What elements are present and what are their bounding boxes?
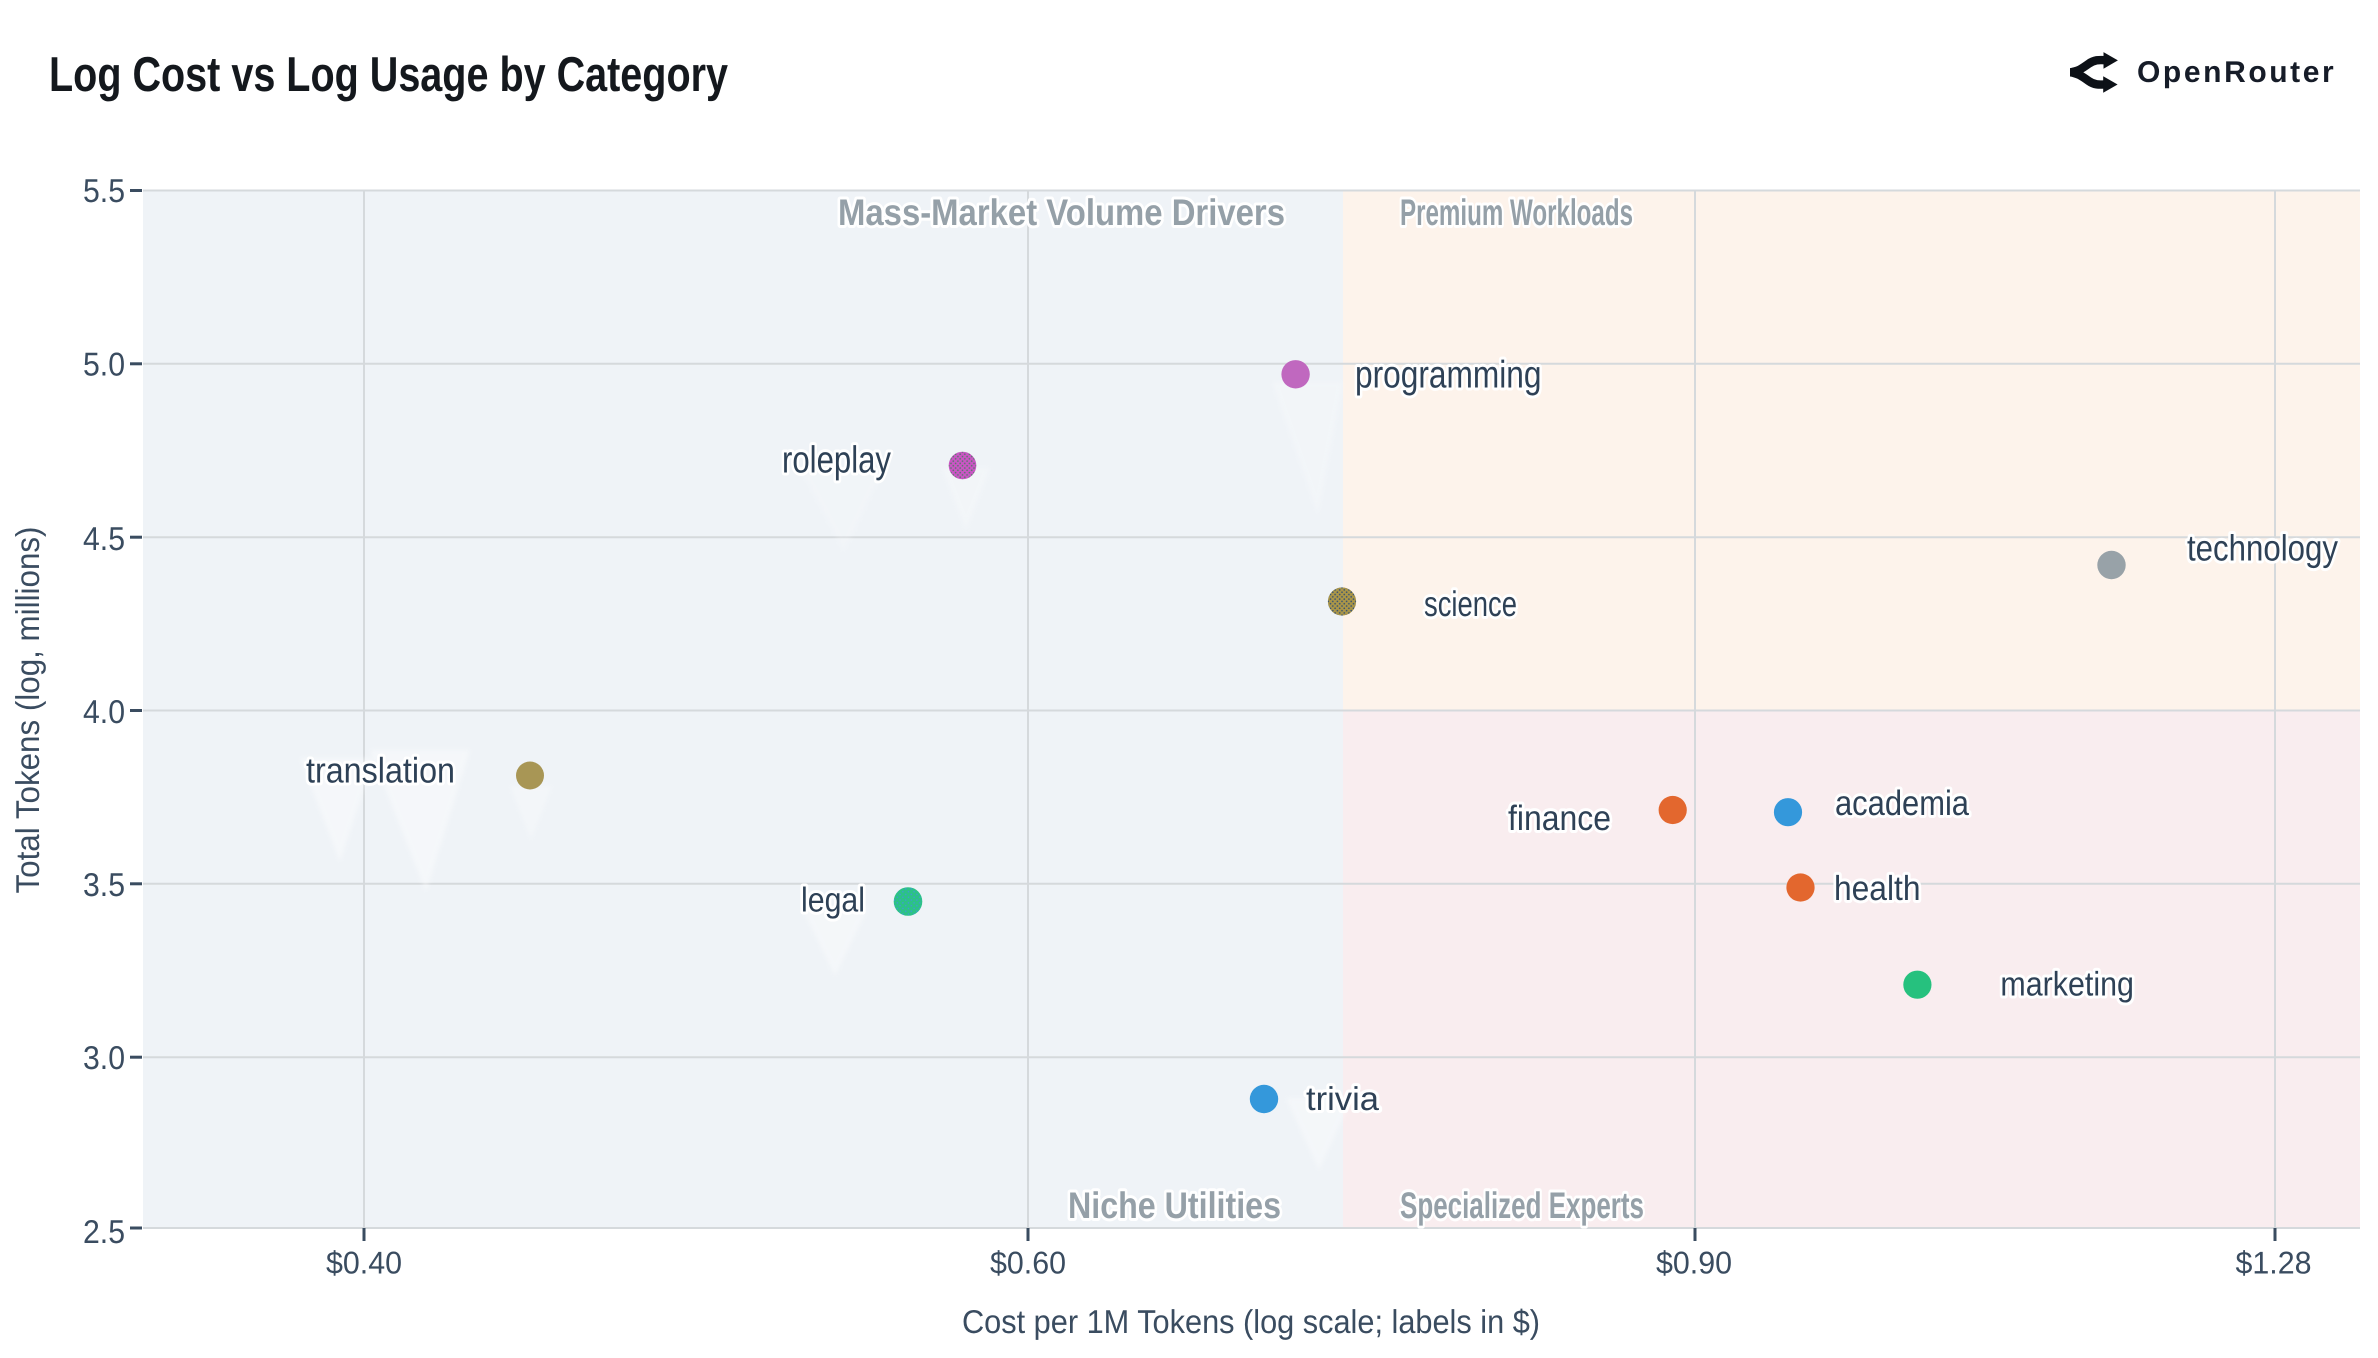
svg-text:health: health: [1834, 870, 1921, 908]
svg-text:technology: technology: [2187, 528, 2339, 569]
svg-text:5.0: 5.0: [83, 346, 125, 383]
svg-text:Total Tokens (log, millions): Total Tokens (log, millions): [9, 527, 46, 894]
svg-text:trivia: trivia: [1306, 1080, 1380, 1117]
svg-text:$0.90: $0.90: [1656, 1245, 1732, 1281]
svg-text:science: science: [1424, 584, 1517, 624]
svg-text:$0.60: $0.60: [990, 1245, 1066, 1281]
svg-text:Log Cost vs Log Usage by Categ: Log Cost vs Log Usage by Category: [49, 48, 728, 102]
svg-text:3.0: 3.0: [83, 1039, 125, 1076]
svg-text:legal: legal: [801, 882, 865, 920]
svg-text:translation: translation: [306, 751, 455, 791]
svg-text:roleplay: roleplay: [782, 440, 891, 482]
svg-text:5.5: 5.5: [83, 172, 125, 209]
svg-text:Premium Workloads: Premium Workloads: [1400, 192, 1633, 233]
svg-text:Mass-Market Volume Drivers: Mass-Market Volume Drivers: [838, 192, 1285, 233]
svg-text:programming: programming: [1355, 353, 1542, 396]
svg-text:Cost per 1M Tokens (log scale;: Cost per 1M Tokens (log scale; labels in…: [962, 1303, 1540, 1340]
svg-text:OpenRouter: OpenRouter: [2137, 56, 2336, 89]
svg-text:Specialized Experts: Specialized Experts: [1400, 1185, 1644, 1226]
svg-text:$1.28: $1.28: [2236, 1245, 2312, 1281]
svg-text:marketing: marketing: [2000, 966, 2133, 1004]
svg-text:3.5: 3.5: [83, 866, 125, 903]
svg-text:4.0: 4.0: [83, 693, 125, 730]
svg-text:2.5: 2.5: [83, 1213, 125, 1250]
svg-text:Niche Utilities: Niche Utilities: [1068, 1185, 1281, 1226]
svg-text:4.5: 4.5: [83, 520, 125, 557]
svg-text:academia: academia: [1835, 784, 1969, 823]
svg-text:$0.40: $0.40: [326, 1245, 402, 1281]
svg-text:finance: finance: [1508, 799, 1611, 838]
